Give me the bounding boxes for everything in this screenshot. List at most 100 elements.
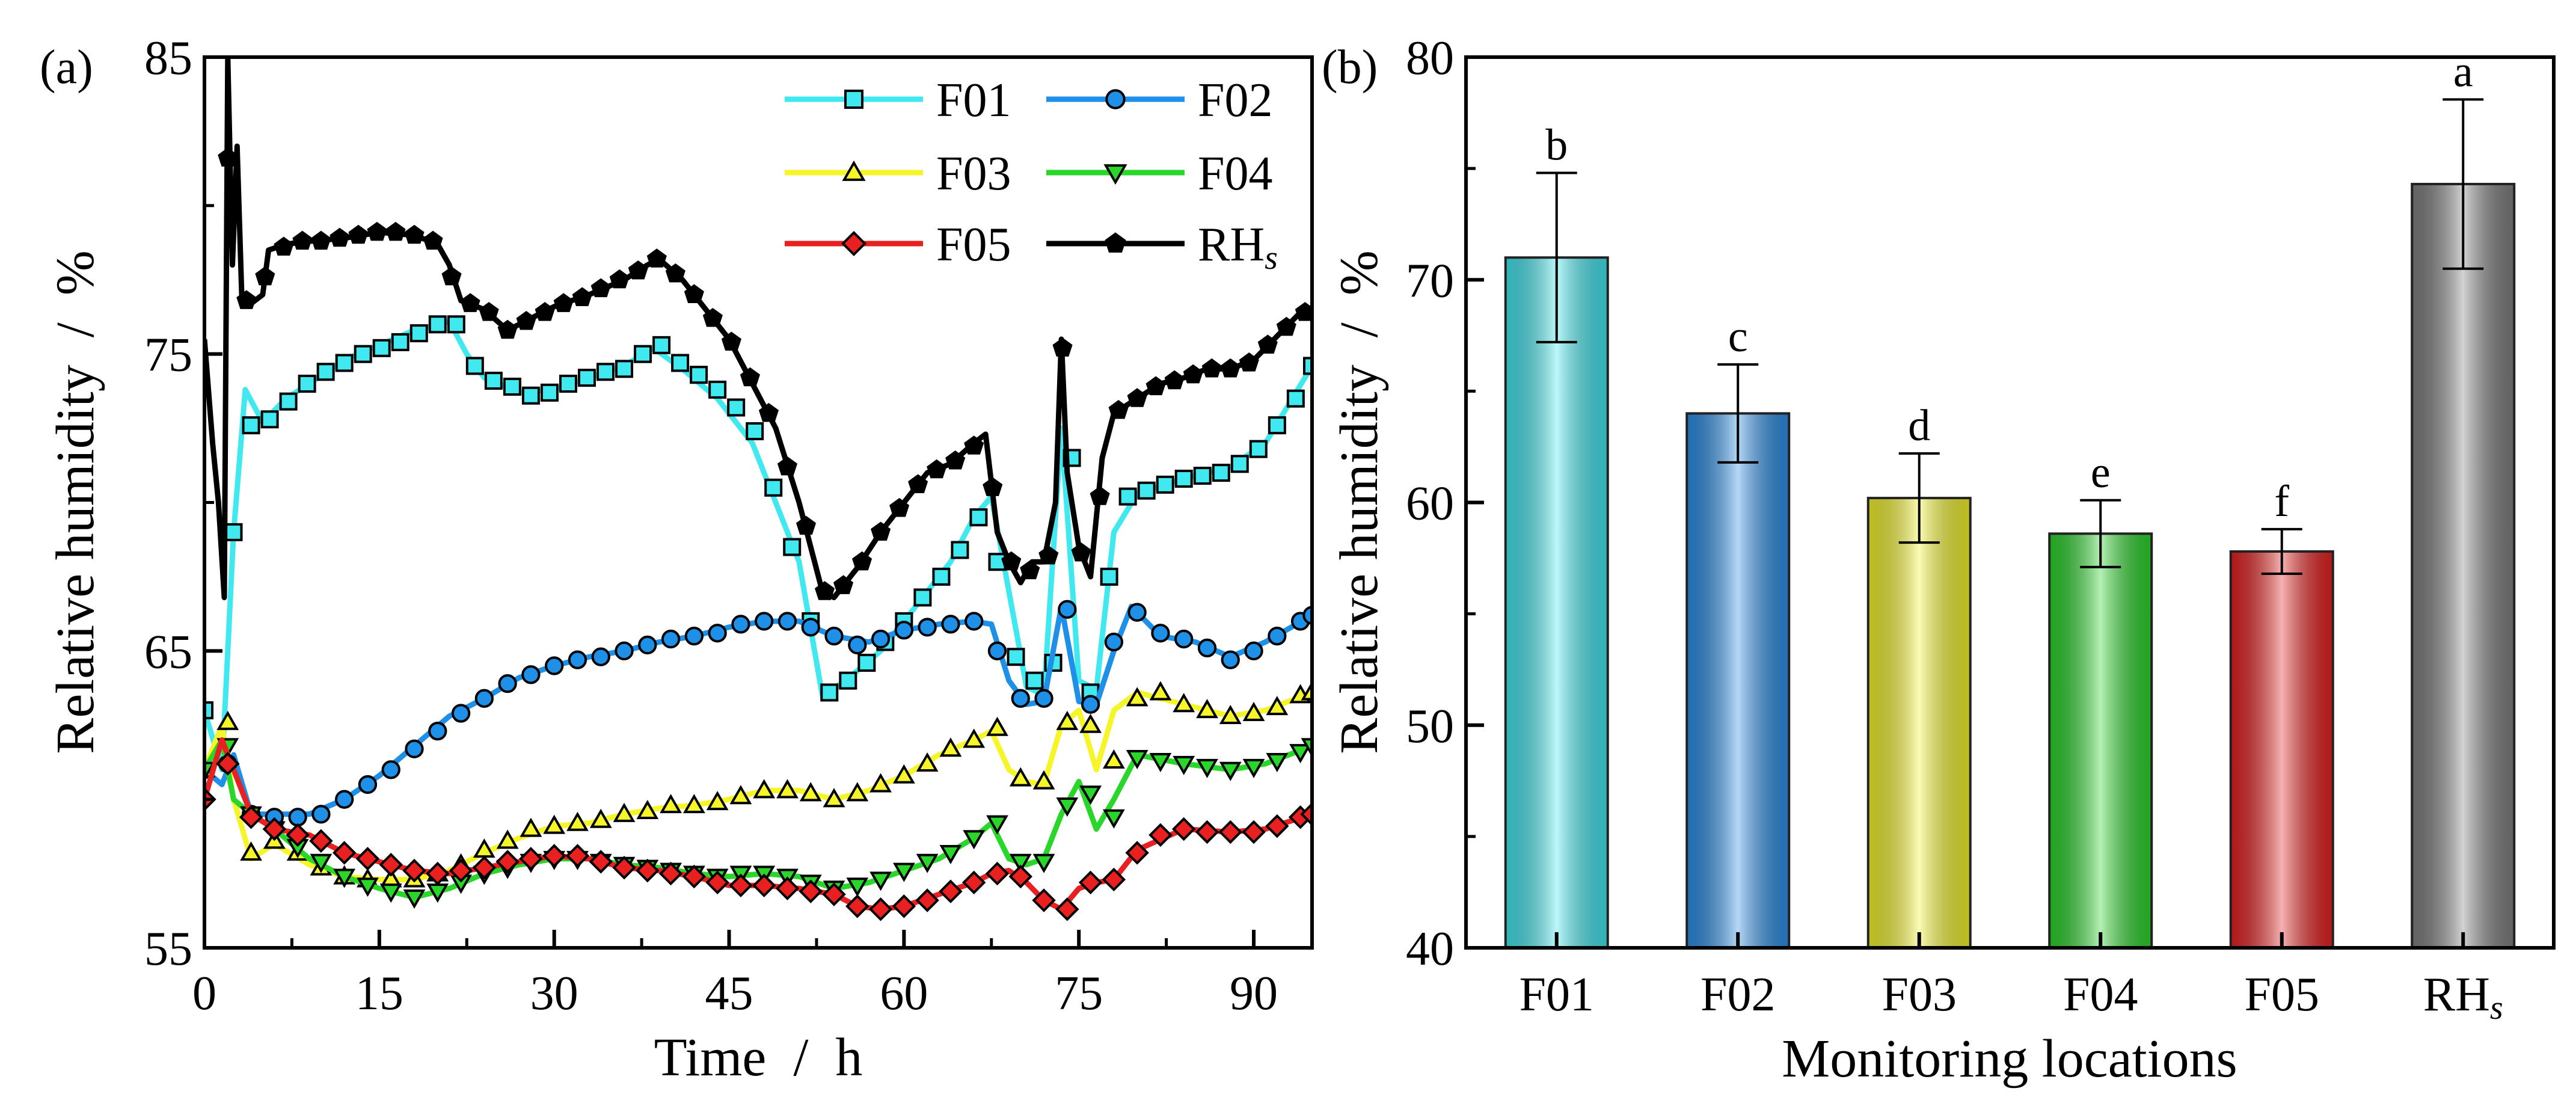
significance-letter: f bbox=[2274, 477, 2289, 526]
data-point bbox=[1221, 650, 1240, 669]
data-point bbox=[441, 266, 462, 286]
data-point bbox=[402, 858, 426, 883]
data-point bbox=[1009, 767, 1032, 787]
x-tick-label: F02 bbox=[1700, 968, 1776, 1021]
data-point bbox=[1032, 888, 1056, 912]
data-point bbox=[963, 830, 986, 850]
data-point bbox=[589, 850, 613, 874]
data-point bbox=[1145, 376, 1166, 396]
data-point bbox=[348, 224, 369, 244]
data-point bbox=[615, 360, 634, 378]
data-point bbox=[335, 790, 354, 809]
data-point bbox=[848, 635, 867, 655]
data-point bbox=[1079, 785, 1102, 805]
legend-marker bbox=[842, 160, 866, 181]
data-point bbox=[1174, 470, 1193, 488]
data-point bbox=[660, 794, 682, 814]
legend-marker bbox=[1105, 232, 1126, 253]
bar-shading bbox=[2048, 532, 2153, 949]
data-point bbox=[964, 612, 984, 631]
data-point bbox=[1032, 770, 1055, 790]
significance-letter: c bbox=[1728, 312, 1748, 361]
data-point bbox=[1266, 696, 1289, 716]
data-point bbox=[1244, 641, 1263, 660]
data-point bbox=[1218, 820, 1243, 844]
data-point bbox=[1156, 475, 1174, 494]
data-point bbox=[1220, 358, 1240, 378]
data-point bbox=[939, 879, 963, 903]
data-point bbox=[1295, 302, 1312, 321]
y-tick-label: 40 bbox=[1406, 923, 1454, 975]
data-point bbox=[1126, 687, 1148, 707]
x-tick-label: F03 bbox=[1882, 968, 1957, 1021]
data-point bbox=[1025, 671, 1044, 690]
data-point bbox=[1148, 823, 1173, 847]
data-point bbox=[535, 302, 555, 321]
data-point bbox=[690, 366, 708, 384]
data-point bbox=[367, 221, 387, 241]
data-point bbox=[636, 799, 659, 819]
data-point bbox=[1249, 440, 1268, 458]
data-point bbox=[1268, 627, 1287, 646]
data-point bbox=[1196, 699, 1218, 719]
data-point bbox=[941, 615, 960, 634]
data-point bbox=[1126, 750, 1148, 770]
data-point bbox=[1301, 738, 1312, 758]
data-point bbox=[1032, 853, 1055, 873]
bar-group-rhs: a RHs bbox=[2411, 47, 2516, 1027]
series-line bbox=[204, 57, 1312, 600]
y-tick-label: 70 bbox=[1406, 254, 1454, 307]
y-axis-title-b: Relative humidity / % bbox=[1329, 250, 1389, 754]
data-point bbox=[503, 377, 521, 396]
data-point bbox=[1009, 853, 1032, 873]
data-point bbox=[986, 716, 1008, 736]
data-point bbox=[1242, 702, 1265, 722]
series-rhs bbox=[204, 57, 1312, 600]
x-axis-title-b: Monitoring locations bbox=[1782, 1029, 2237, 1089]
data-point bbox=[1183, 364, 1203, 384]
data-point bbox=[497, 319, 518, 339]
data-point bbox=[939, 737, 962, 757]
legend-label: RHs bbox=[1198, 218, 1278, 277]
data-point bbox=[824, 627, 844, 646]
series-f05 bbox=[204, 737, 1312, 921]
data-point bbox=[409, 324, 428, 343]
data-point bbox=[684, 284, 704, 304]
data-point bbox=[1011, 689, 1030, 708]
data-point bbox=[354, 345, 372, 363]
data-point bbox=[1078, 870, 1103, 895]
data-point bbox=[288, 808, 307, 827]
data-point bbox=[451, 704, 471, 723]
data-point bbox=[708, 624, 727, 643]
bar-group-f03: d F03 bbox=[1866, 401, 1972, 1021]
data-point bbox=[1007, 648, 1025, 666]
data-point bbox=[638, 635, 657, 655]
data-point bbox=[1301, 681, 1312, 701]
data-point bbox=[379, 853, 403, 877]
data-point bbox=[908, 474, 928, 493]
data-point bbox=[1108, 400, 1129, 419]
data-point bbox=[987, 641, 1007, 660]
bar-shading bbox=[2411, 183, 2516, 950]
data-point bbox=[391, 333, 409, 351]
data-point bbox=[985, 861, 1010, 886]
data-point bbox=[216, 752, 240, 776]
data-point bbox=[279, 392, 298, 411]
data-point bbox=[1171, 817, 1196, 841]
data-point bbox=[260, 410, 279, 429]
data-point bbox=[460, 293, 480, 312]
x-tick-label: F04 bbox=[2063, 968, 2138, 1021]
data-point bbox=[932, 567, 951, 586]
data-point bbox=[1195, 820, 1219, 844]
data-point bbox=[474, 689, 494, 708]
panel-label-a: (a) bbox=[40, 41, 93, 94]
data-point bbox=[1242, 758, 1265, 778]
data-point bbox=[1268, 416, 1286, 435]
data-point bbox=[1193, 467, 1212, 485]
x-tick-label: 15 bbox=[355, 967, 403, 1020]
data-point bbox=[405, 739, 424, 758]
series-f02 bbox=[204, 600, 1312, 827]
data-point bbox=[309, 829, 333, 853]
x-axis-title-a: Time / h bbox=[654, 1028, 863, 1087]
data-point bbox=[1201, 358, 1222, 378]
